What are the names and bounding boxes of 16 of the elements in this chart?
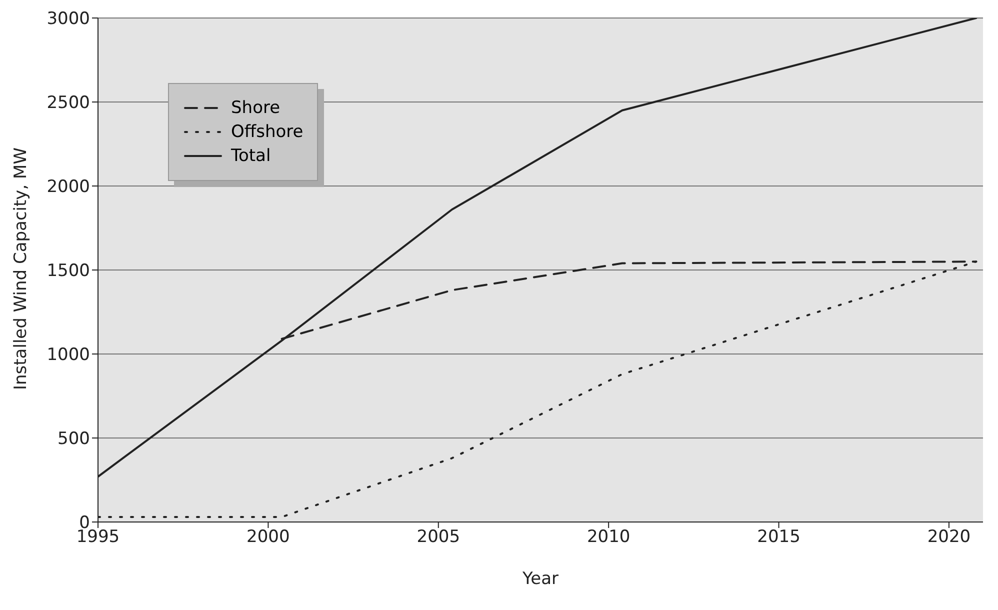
y-tick-label: 500 [58, 429, 90, 450]
x-tick-label: 2005 [416, 527, 460, 548]
y-tick-label: 1000 [46, 345, 90, 366]
x-tick-label: 2010 [586, 527, 630, 548]
legend-label: Total [231, 146, 271, 166]
y-axis-title: Installed Wind Capacity, MW [11, 147, 32, 390]
y-tick-label: 3000 [46, 9, 90, 30]
y-tick-label: 2000 [46, 177, 90, 198]
x-tick-label: 2020 [927, 527, 971, 548]
legend-label: Offshore [231, 122, 304, 142]
x-axis-title: Year [522, 569, 559, 589]
y-tick-label: 2500 [46, 93, 90, 114]
x-tick-label: 2000 [246, 527, 290, 548]
legend-label: Shore [231, 98, 280, 118]
y-tick-label: 1500 [46, 261, 90, 282]
x-tick-label: 2015 [757, 527, 800, 548]
